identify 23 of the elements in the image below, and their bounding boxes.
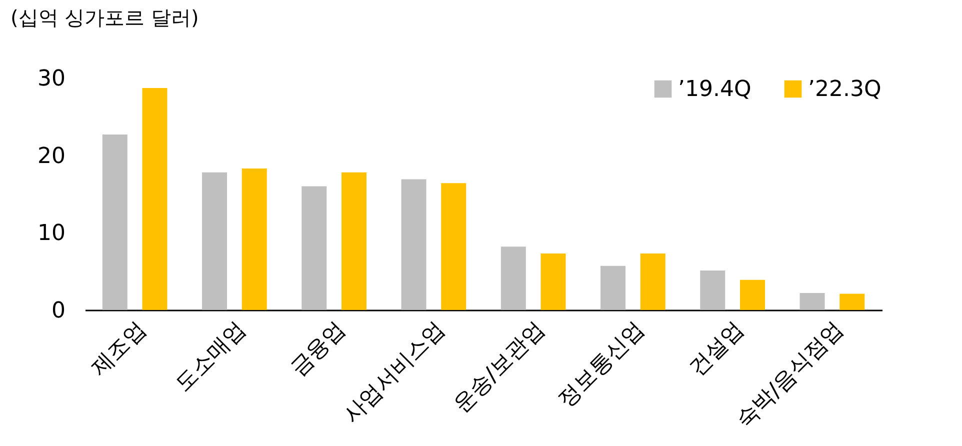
bar [341, 172, 366, 310]
bar [540, 254, 566, 310]
bar [740, 280, 765, 310]
bar [500, 246, 526, 310]
bar [302, 186, 327, 310]
bar [441, 183, 466, 310]
bar [202, 172, 228, 310]
y-tick-label: 0 [52, 298, 66, 324]
bar [142, 88, 168, 310]
legend-label: ’22.3Q [808, 77, 882, 102]
y-tick-label: 20 [38, 144, 66, 169]
bar [800, 292, 825, 310]
bar [102, 134, 128, 310]
bar [242, 168, 267, 310]
bar [600, 266, 626, 310]
bar [700, 270, 726, 310]
y-tick-label: 10 [38, 221, 66, 246]
legend-label: ’19.4Q [678, 77, 752, 102]
y-tick-label: 30 [38, 66, 66, 92]
bar [840, 294, 865, 310]
bar [640, 254, 666, 310]
bar [401, 179, 426, 310]
y-axis-title: (십억 싱가포르 달러) [10, 6, 199, 30]
